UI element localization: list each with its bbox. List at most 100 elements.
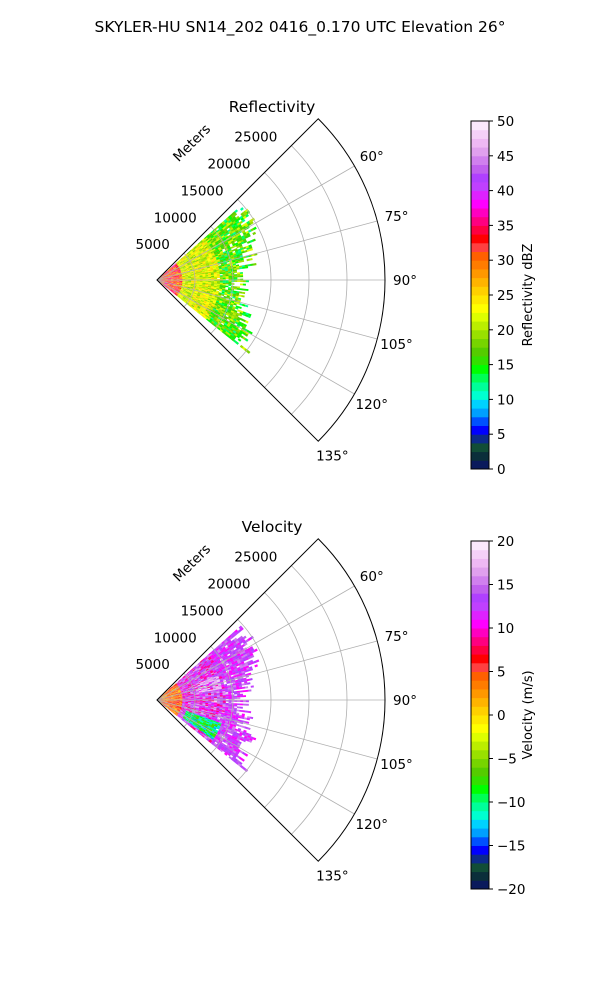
radar-gate	[227, 654, 232, 658]
radar-gate	[214, 716, 218, 719]
radar-gate	[227, 688, 232, 691]
radar-gate	[199, 701, 203, 703]
radar-gate	[185, 259, 189, 263]
radar-gate	[195, 709, 199, 711]
radar-gate	[196, 301, 201, 304]
radar-gate	[170, 283, 174, 286]
radar-gate	[222, 319, 226, 323]
radar-gate	[184, 714, 188, 717]
radar-gate	[173, 290, 176, 293]
radar-gate	[216, 738, 221, 741]
radar-gate	[243, 212, 248, 216]
radar-gate	[189, 267, 193, 270]
radar-gate	[184, 299, 188, 303]
radar-gate	[200, 300, 204, 303]
radar-gate	[239, 730, 244, 734]
range-tick-label: 25000	[234, 550, 277, 566]
radar-gate	[237, 748, 241, 753]
radar-gate	[185, 712, 189, 715]
radar-gate	[173, 697, 177, 698]
radar-gate	[167, 689, 171, 692]
radar-gate	[186, 688, 190, 691]
radar-gate	[232, 252, 237, 255]
radar-gate	[179, 701, 183, 703]
radar-gate	[185, 697, 189, 698]
radar-gate	[172, 705, 176, 707]
radar-gate	[208, 723, 212, 727]
radar-gate	[184, 673, 188, 677]
radar-gate	[212, 249, 217, 253]
radar-gate	[185, 686, 189, 689]
radar-gate	[164, 696, 168, 698]
radar-gate	[241, 313, 246, 316]
radar-gate	[217, 650, 222, 654]
radar-gate	[205, 304, 209, 307]
radar-gate	[190, 726, 194, 729]
radar-gate	[178, 293, 182, 296]
radar-gate	[199, 697, 203, 699]
radar-gate	[249, 653, 254, 657]
radar-gate	[239, 312, 243, 315]
radar-gate	[216, 739, 220, 743]
colorbar-swatch	[471, 251, 489, 261]
radar-gate	[226, 231, 230, 236]
radar-gate	[231, 241, 236, 245]
radar-gate	[213, 274, 218, 276]
radar-gate	[173, 267, 177, 270]
radar-gate	[228, 277, 232, 280]
radar-gate	[179, 716, 183, 720]
radar-gate	[241, 236, 246, 240]
radar-gate	[165, 271, 169, 274]
colorbar-tick-label: 20	[497, 534, 514, 550]
radar-gate	[211, 724, 215, 728]
radar-gate	[232, 725, 236, 729]
radar-gate	[242, 225, 247, 230]
radar-gate	[179, 687, 183, 690]
radar-gate	[202, 722, 207, 725]
radar-gate	[196, 664, 200, 668]
radar-gate	[240, 736, 245, 740]
radar-gate	[185, 297, 189, 300]
radar-gate	[187, 285, 191, 287]
radar-gate	[183, 262, 187, 265]
radar-gate	[195, 723, 199, 726]
radar-gate	[212, 662, 216, 666]
radar-gate	[184, 684, 188, 687]
radar-gate	[228, 271, 232, 274]
radar-gate	[237, 240, 242, 244]
radar-gate	[198, 708, 202, 710]
radar-gate	[170, 278, 174, 279]
radar-gate	[235, 684, 240, 687]
radar-gate	[228, 250, 233, 253]
radar-gate	[194, 259, 199, 262]
radar-gate	[170, 701, 174, 703]
radar-gate	[225, 650, 229, 654]
radar-gate	[185, 686, 189, 688]
radar-gate	[202, 281, 206, 284]
radar-gate	[184, 684, 188, 687]
radar-gate	[218, 255, 222, 259]
radar-gate	[179, 686, 183, 689]
radar-gate	[189, 268, 193, 271]
colorbar-swatch	[471, 129, 489, 139]
radar-gate	[214, 239, 218, 243]
radar-gate	[206, 263, 210, 266]
radar-gate	[221, 247, 225, 250]
radar-gate	[215, 291, 219, 294]
colorbar-tick-label: 0	[497, 462, 506, 478]
radar-gate	[172, 272, 176, 274]
radar-gate	[222, 232, 227, 236]
radar-gate	[211, 274, 215, 277]
radar-gate	[242, 652, 247, 656]
radar-gate	[175, 285, 179, 288]
radar-gate	[171, 287, 175, 290]
radar-gate	[177, 690, 181, 693]
radar-gate	[190, 693, 194, 695]
radar-gate	[194, 725, 198, 729]
colorbar-swatch	[471, 216, 489, 226]
radar-gate	[180, 714, 184, 717]
radar-gate	[218, 645, 222, 650]
radar-gate	[221, 321, 226, 325]
radar-gate	[219, 670, 224, 674]
radar-gate	[166, 272, 169, 275]
